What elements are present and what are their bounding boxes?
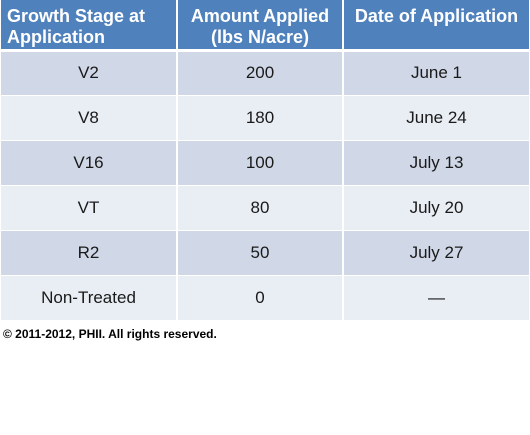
header-date-line1: Date of Application <box>354 6 519 26</box>
cell-growth-stage: V2 <box>1 50 178 96</box>
nitrogen-application-table: Growth Stage at Application Amount Appli… <box>1 0 529 321</box>
header-growth-stage-line2: Application <box>7 27 105 47</box>
table-row: V16 100 July 13 <box>1 140 529 186</box>
header-growth-stage-line1: Growth Stage at <box>7 6 146 26</box>
cell-growth-stage: V16 <box>1 140 178 186</box>
cell-amount: 180 <box>177 95 344 141</box>
cell-date: July 20 <box>343 185 529 231</box>
cell-date: June 1 <box>343 50 529 96</box>
nitrogen-application-table-container: Growth Stage at Application Amount Appli… <box>1 0 529 321</box>
copyright-notice: © 2011-2012, PHII. All rights reserved. <box>3 327 217 341</box>
cell-amount: 100 <box>177 140 344 186</box>
table-header-row: Growth Stage at Application Amount Appli… <box>1 0 529 52</box>
header-amount-applied: Amount Applied (lbs N/acre) <box>177 0 344 52</box>
header-date-of-application: Date of Application <box>343 0 529 52</box>
cell-growth-stage: R2 <box>1 230 178 276</box>
cell-growth-stage: Non-Treated <box>1 275 178 321</box>
table-row: V8 180 June 24 <box>1 95 529 141</box>
cell-date: July 13 <box>343 140 529 186</box>
table-row: VT 80 July 20 <box>1 185 529 231</box>
header-growth-stage: Growth Stage at Application <box>1 0 178 52</box>
cell-growth-stage: VT <box>1 185 178 231</box>
cell-date: June 24 <box>343 95 529 141</box>
cell-date: July 27 <box>343 230 529 276</box>
table-row: R2 50 July 27 <box>1 230 529 276</box>
table-row: Non-Treated 0 — <box>1 275 529 321</box>
cell-date: — <box>343 275 529 321</box>
table-row: V2 200 June 1 <box>1 50 529 96</box>
cell-amount: 0 <box>177 275 344 321</box>
cell-growth-stage: V8 <box>1 95 178 141</box>
header-amount-applied-line2: (lbs N/acre) <box>210 27 310 47</box>
cell-amount: 80 <box>177 185 344 231</box>
cell-amount: 200 <box>177 50 344 96</box>
cell-amount: 50 <box>177 230 344 276</box>
header-amount-applied-line1: Amount Applied <box>190 6 330 26</box>
